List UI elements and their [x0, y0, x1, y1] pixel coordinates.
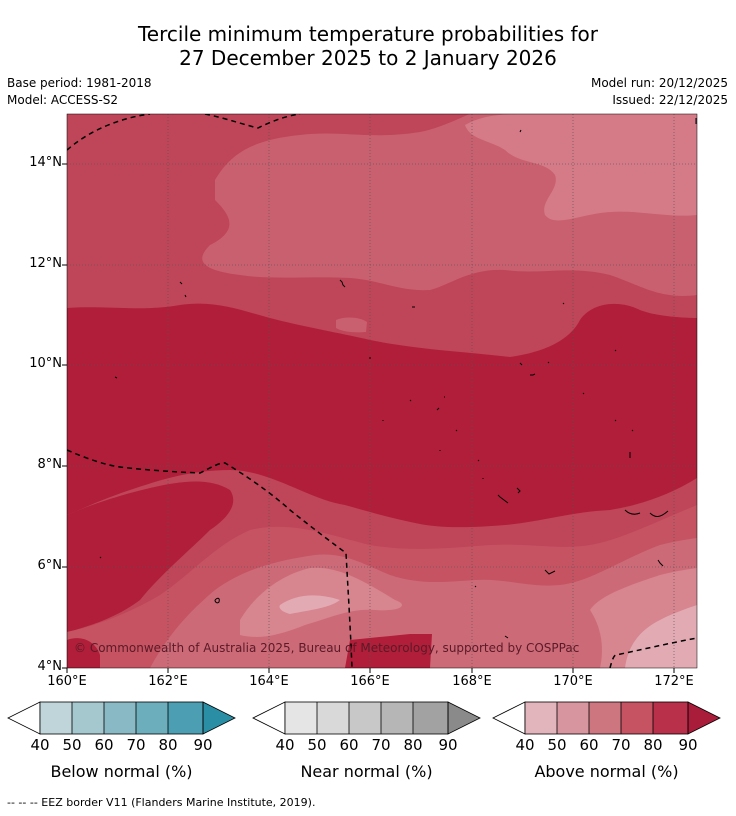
near-tick: 80	[403, 736, 423, 754]
graticule	[67, 114, 697, 668]
below-tick: 40	[30, 736, 50, 754]
contour-40-50-patch	[279, 595, 340, 614]
lon-label-162e: 162°E	[148, 674, 188, 689]
above-tick: 70	[611, 736, 631, 754]
lon-label-172e: 172°E	[654, 674, 694, 689]
chart-title: Tercile minimum temperature probabilitie…	[0, 22, 736, 70]
near-tick: 60	[339, 736, 359, 754]
contour-60-70-south	[150, 538, 697, 668]
colorbar-above	[492, 701, 721, 735]
title-line-2: 27 December 2025 to 2 January 2026	[179, 46, 557, 70]
probability-field	[67, 114, 697, 668]
contour-50-60-north	[465, 114, 697, 221]
model-run: Model run: 20/12/2025	[590, 76, 728, 90]
eez-borders	[67, 114, 697, 668]
near-tick: 90	[438, 736, 458, 754]
below-tick: 60	[94, 736, 114, 754]
above-tick: 90	[678, 736, 698, 754]
meta-left: Base period: 1981-2018 Model: ACCESS-S2	[7, 75, 152, 109]
axis-ticks	[62, 163, 675, 673]
below-tick: 70	[126, 736, 146, 754]
map-frame	[66, 113, 698, 669]
near-normal-title: Near normal (%)	[300, 762, 433, 781]
contour-patch-2	[408, 253, 436, 265]
below-tick: 80	[158, 736, 178, 754]
below-normal-title: Below normal (%)	[50, 762, 193, 781]
lat-label-8n: 8°N	[37, 457, 63, 472]
lat-label-10n: 10°N	[29, 356, 62, 371]
lat-label-14n: 14°N	[29, 155, 62, 170]
lat-label-4n: 4°N	[37, 659, 63, 674]
title-line-1: Tercile minimum temperature probabilitie…	[137, 22, 599, 46]
lon-label-164e: 164°E	[249, 674, 289, 689]
contour-80-90-band	[67, 303, 697, 528]
above-normal-title: Above normal (%)	[534, 762, 679, 781]
contour-40-50-se	[625, 605, 697, 668]
below-tick: 50	[62, 736, 82, 754]
contour-patch-3	[336, 317, 367, 333]
contour-80-90-west	[67, 481, 234, 632]
lon-label-160e: 160°E	[47, 674, 87, 689]
contour-80-90-patch-sw	[67, 638, 100, 668]
model-name: Model: ACCESS-S2	[7, 93, 119, 107]
issued-date: Issued: 22/12/2025	[612, 93, 728, 107]
eez-footnote: -- -- -- EEZ border V11 (Flanders Marine…	[7, 796, 316, 809]
above-tick: 80	[643, 736, 663, 754]
lon-label-168e: 168°E	[452, 674, 492, 689]
meta-right: Model run: 20/12/2025 Issued: 22/12/2025	[591, 75, 728, 109]
above-tick: 60	[579, 736, 599, 754]
above-tick: 50	[547, 736, 567, 754]
contour-patch-1	[293, 149, 318, 161]
copyright-note: © Commonwealth of Australia 2025, Bureau…	[74, 641, 580, 655]
lon-label-170e: 170°E	[553, 674, 593, 689]
contour-80-90-patch-s	[345, 634, 432, 668]
colorbar-near	[252, 701, 481, 735]
lon-label-166e: 166°E	[350, 674, 390, 689]
colorbar-below	[7, 701, 236, 735]
base-period: Base period: 1981-2018	[7, 76, 152, 90]
lat-label-12n: 12°N	[29, 256, 62, 271]
islands	[99, 118, 697, 639]
above-tick: 40	[515, 736, 535, 754]
near-tick: 70	[371, 736, 391, 754]
below-tick: 90	[193, 736, 213, 754]
near-tick: 40	[275, 736, 295, 754]
near-tick: 50	[307, 736, 327, 754]
lat-label-6n: 6°N	[37, 558, 63, 573]
